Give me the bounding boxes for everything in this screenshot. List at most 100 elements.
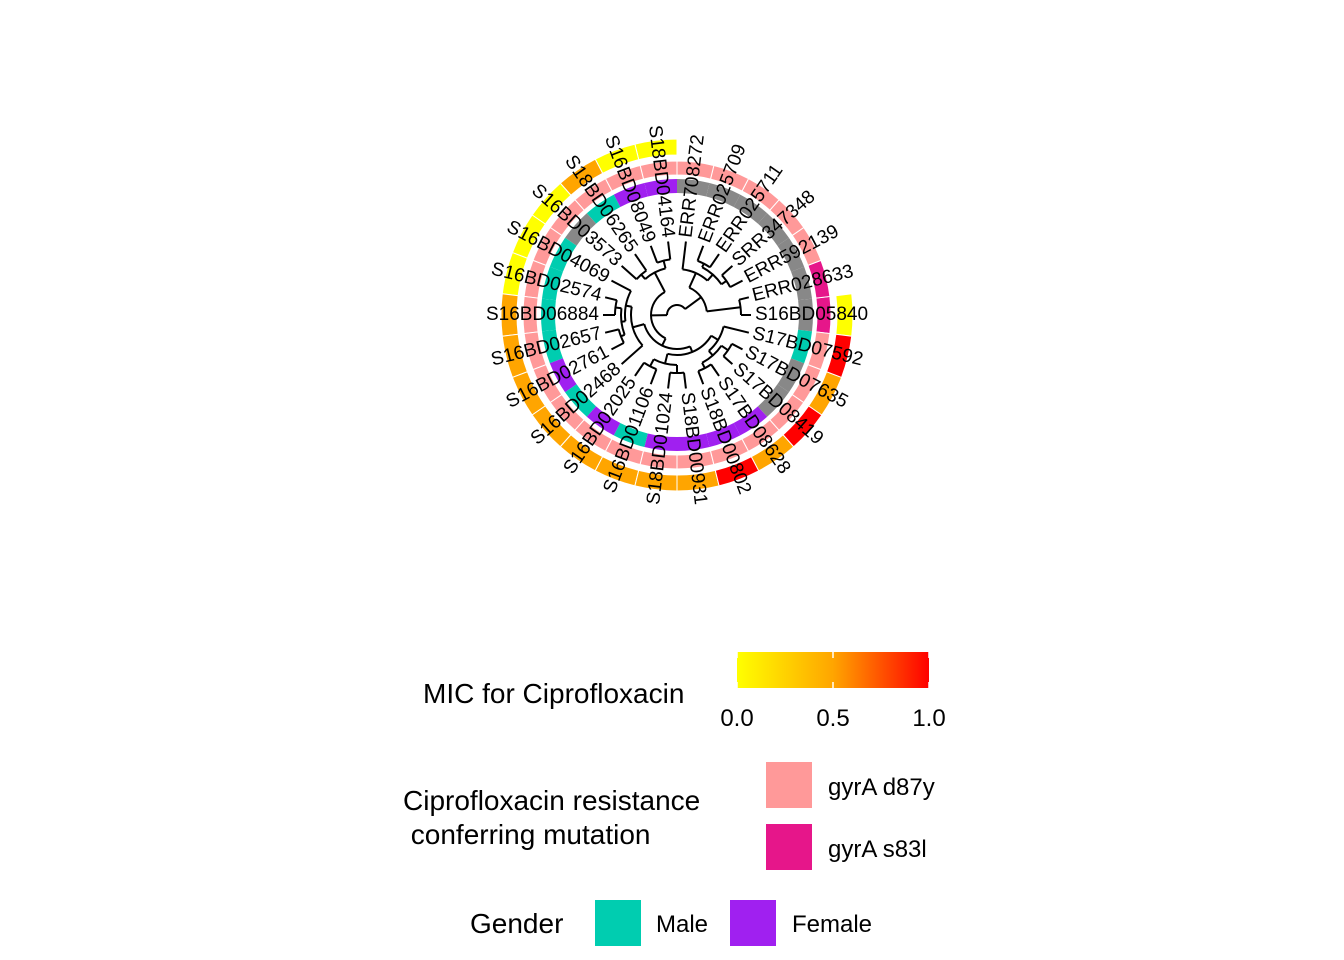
tree-branch-arc — [722, 343, 733, 357]
tree-branch — [684, 296, 702, 310]
tree-branch — [729, 279, 743, 289]
gender-ring-segment — [791, 266, 813, 301]
tree-branch-arc — [643, 361, 657, 371]
tree-branch — [721, 265, 734, 276]
mic-ring-segment — [825, 333, 853, 379]
tree-branch — [634, 253, 648, 272]
gender-ring-segment — [677, 433, 710, 451]
mutation-label-d87y: gyrA d87y — [828, 774, 935, 801]
mutation-label-s83l: gyrA s83l — [828, 836, 927, 863]
tree-branch-arc — [653, 358, 678, 366]
gender-ring-segment — [613, 182, 648, 207]
tree-branch — [611, 279, 632, 292]
gender-label-male: Male — [656, 911, 708, 938]
tree — [603, 241, 751, 389]
tree-branch-arc — [701, 266, 723, 285]
gender-ring-segment — [540, 298, 556, 332]
mic-tick-label: 1.0 — [912, 705, 945, 732]
tree-branch — [662, 260, 667, 269]
gender-legend-title: Gender — [470, 908, 563, 939]
tree-branch — [620, 265, 638, 280]
tree-branch — [667, 241, 672, 260]
gender-ring-segment — [677, 179, 710, 197]
tree-branch-arc — [682, 268, 709, 282]
gender-ring-segment — [706, 182, 741, 207]
tree-branch — [710, 334, 719, 341]
mic-tick-label: 0.5 — [816, 705, 849, 732]
tree-branch-arc — [650, 291, 667, 340]
mic-tick-label: 0.0 — [720, 705, 753, 732]
mic-legend-title: MIC for Ciprofloxacin — [423, 678, 684, 709]
tree-branch — [701, 362, 706, 369]
tree-branch-arc — [665, 304, 686, 316]
tree-branch-arc — [630, 306, 644, 347]
gender-ring-segment — [644, 433, 677, 451]
tree-branch — [710, 363, 720, 377]
tree-branch — [706, 306, 741, 313]
tree-branch-arc — [624, 290, 632, 322]
tree-branch-arc — [701, 345, 723, 364]
mutation-legend-title: Ciprofloxacin resistance — [403, 785, 700, 816]
mutation-legend-title-line2: conferring mutation — [403, 819, 650, 850]
gender-ring-segment — [733, 406, 768, 436]
tree-branch — [720, 280, 727, 286]
tree-branch-arc — [697, 259, 711, 269]
mic-ring-segment — [835, 293, 854, 337]
gender-ring-segment — [706, 423, 741, 448]
gender-key-female — [730, 900, 776, 946]
gender-ring-segment — [541, 266, 563, 301]
tree-branch-arc — [721, 274, 732, 288]
tree-branch — [722, 355, 734, 365]
tree-branch — [649, 245, 659, 263]
gender-ring-segment — [791, 329, 813, 364]
tree-branch-arc — [708, 326, 725, 352]
tree-branch — [615, 306, 622, 310]
tree-branch — [682, 372, 687, 389]
gender-key-male — [595, 900, 641, 946]
mutation-legend: Ciprofloxacin resistance conferring muta… — [403, 762, 935, 870]
tree-branch-arc — [656, 258, 671, 264]
gender-ring-segment — [549, 358, 577, 393]
tree-branch — [640, 273, 646, 280]
gender-ring-segment — [549, 237, 577, 272]
tree-branch-arc — [620, 308, 626, 336]
mutation-ring-segment — [807, 331, 831, 371]
tree-branch — [667, 372, 672, 389]
tree-branch-arc — [697, 363, 712, 373]
tree-branch — [649, 368, 658, 385]
tree-branch — [738, 296, 750, 301]
tree-branch-arc — [643, 323, 691, 350]
tree-branch — [620, 344, 644, 365]
tree-branch — [604, 296, 618, 302]
gender-ring-segment — [565, 384, 597, 417]
gender-ring-segment — [541, 329, 563, 364]
tree-branch-arc — [667, 335, 713, 356]
gender-ring-segment — [644, 179, 677, 197]
tree-branch — [706, 273, 714, 282]
tree-branch — [634, 362, 645, 377]
gender-ring-segment — [798, 298, 813, 332]
tree-branch-arc — [688, 286, 708, 312]
mic-legend: MIC for Ciprofloxacin 0.0 0.5 1.0 — [423, 652, 946, 732]
mutation-key-d87y — [766, 762, 812, 808]
gender-ring-segment — [777, 237, 805, 272]
tree-branch — [649, 358, 655, 367]
tree-branch — [653, 272, 666, 293]
tip-label: S16BD05840 — [755, 304, 868, 325]
tree-branch — [720, 344, 729, 352]
tree-branch — [632, 323, 645, 329]
tree-branch — [709, 253, 720, 268]
tree-branch — [708, 350, 714, 357]
tree-branch — [661, 337, 667, 347]
gender-legend: Gender Male Female — [470, 900, 872, 946]
gender-ring-segment — [586, 406, 621, 436]
gender-ring-segment — [565, 213, 597, 246]
gender-ring-segment — [757, 384, 789, 417]
tree-branch — [697, 370, 705, 385]
tree-branch — [681, 241, 687, 270]
tip-label: S16BD06884 — [486, 304, 599, 325]
gender-ring-segment — [777, 358, 805, 393]
tree-branch — [625, 304, 632, 308]
tree-branch — [688, 272, 697, 289]
mutation-key-s83l — [766, 824, 812, 870]
